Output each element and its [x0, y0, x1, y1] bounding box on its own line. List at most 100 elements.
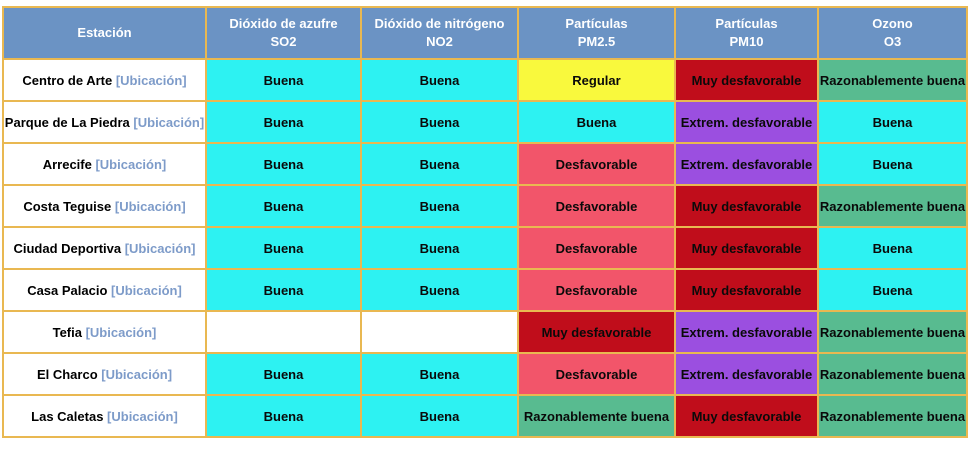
station-location-link[interactable]: [Ubicación] — [85, 324, 157, 340]
quality-cell: Desfavorable — [517, 268, 676, 312]
column-header-sublabel: NO2 — [426, 34, 453, 49]
station-location-link[interactable]: [Ubicación] — [101, 366, 173, 382]
table-body: Centro de Arte [Ubicación] Buena Buena Reg… — [2, 58, 968, 438]
station-cell: Arrecife [Ubicación] — [2, 142, 207, 186]
quality-cell: Buena — [205, 352, 362, 396]
quality-cell: Buena — [517, 100, 676, 144]
station-name: Casa Palacio — [27, 282, 112, 298]
quality-cell: Razonablemente buena — [817, 310, 968, 354]
table-row: Arrecife [Ubicación] Buena Buena Desfavora… — [2, 142, 968, 186]
station-name: El Charco — [36, 366, 102, 382]
quality-cell: Muy desfavorable — [674, 58, 819, 102]
station-cell: Ciudad Deportiva [Ubicación] — [2, 226, 207, 270]
column-header-no2: Dióxido de nitrógeno NO2 — [360, 6, 519, 60]
column-header-label: Dióxido de nitrógeno — [374, 16, 505, 32]
quality-cell: Buena — [817, 226, 968, 270]
column-header-station: Estación — [2, 6, 207, 60]
column-header-sublabel: O3 — [883, 34, 902, 49]
station-location-link[interactable]: [Ubicación] — [111, 282, 182, 298]
station-cell: Casa Palacio [Ubicación] — [2, 268, 207, 312]
station-cell: Tefia [Ubicación] — [2, 310, 207, 354]
table-header: Estación Dióxido de azufre SO2 Dióxido d… — [2, 6, 968, 60]
column-header-o3: Ozono O3 — [817, 6, 968, 60]
quality-cell: Buena — [360, 268, 519, 312]
table-row: Costa Teguise [Ubicación] Buena Buena Desf… — [2, 184, 968, 228]
quality-cell: Buena — [817, 142, 968, 186]
table-row: El Charco [Ubicación] Buena Buena Desfavor… — [2, 352, 968, 396]
table-row: Parque de La Piedra [Ubicación] Buena Bue… — [2, 100, 968, 144]
quality-cell: Extrem. desfavorable — [674, 142, 819, 186]
quality-cell: Buena — [205, 58, 362, 102]
column-header-sublabel: SO2 — [270, 34, 297, 49]
quality-cell: Buena — [360, 226, 519, 270]
column-header-sublabel: PM2.5 — [577, 34, 616, 49]
table-row: Tefia [Ubicación] Muy desfavorable Extrem… — [2, 310, 968, 354]
quality-cell: Buena — [817, 268, 968, 312]
quality-cell: Razonablemente buena — [817, 184, 968, 228]
station-cell: El Charco [Ubicación] — [2, 352, 207, 396]
station-name: Tefia — [52, 324, 86, 340]
station-name: Las Caletas — [31, 408, 108, 424]
station-name: Arrecife — [42, 156, 96, 172]
air-quality-table: Estación Dióxido de azufre SO2 Dióxido d… — [2, 6, 968, 438]
quality-cell: Razonablemente buena — [817, 352, 968, 396]
quality-cell: Desfavorable — [517, 184, 676, 228]
quality-cell: Razonablemente buena — [817, 58, 968, 102]
quality-cell: Muy desfavorable — [674, 226, 819, 270]
column-header-pm25: Partículas PM2.5 — [517, 6, 676, 60]
station-location-link[interactable]: [Ubicación] — [95, 156, 167, 172]
column-header-label: Partículas — [565, 16, 628, 32]
table-row: Las Caletas [Ubicación] Buena Buena Razona… — [2, 394, 968, 438]
table-row: Centro de Arte [Ubicación] Buena Buena Reg… — [2, 58, 968, 102]
quality-cell: Muy desfavorable — [674, 268, 819, 312]
column-header-pm10: Partículas PM10 — [674, 6, 819, 60]
column-header-so2: Dióxido de azufre SO2 — [205, 6, 362, 60]
quality-cell: Regular — [517, 58, 676, 102]
quality-cell: Desfavorable — [517, 142, 676, 186]
table-row: Ciudad Deportiva [Ubicación] Buena Buena D… — [2, 226, 968, 270]
quality-cell: Extrem. desfavorable — [674, 352, 819, 396]
station-name: Centro de Arte — [22, 72, 116, 88]
header-row: Estación Dióxido de azufre SO2 Dióxido d… — [2, 6, 968, 60]
station-location-link[interactable]: [Ubicación] — [115, 72, 187, 88]
quality-cell: Desfavorable — [517, 352, 676, 396]
quality-cell: Desfavorable — [517, 226, 676, 270]
column-header-label: Partículas — [715, 16, 778, 32]
quality-cell: Buena — [817, 100, 968, 144]
column-header-label: Dióxido de azufre — [229, 16, 338, 32]
quality-cell: Buena — [205, 142, 362, 186]
quality-cell: Muy desfavorable — [674, 394, 819, 438]
quality-cell: Buena — [205, 226, 362, 270]
station-location-link[interactable]: [Ubicación] — [133, 114, 205, 130]
quality-cell: Extrem. desfavorable — [674, 310, 819, 354]
column-header-label: Ozono — [872, 16, 913, 32]
quality-cell: Buena — [360, 352, 519, 396]
air-quality-table-container: Estación Dióxido de azufre SO2 Dióxido d… — [2, 6, 968, 438]
quality-cell: Buena — [205, 100, 362, 144]
station-cell: Centro de Arte [Ubicación] — [2, 58, 207, 102]
quality-cell: Muy desfavorable — [674, 184, 819, 228]
table-row: Casa Palacio [Ubicación] Buena Buena Desfa… — [2, 268, 968, 312]
station-name: Costa Teguise — [23, 198, 115, 214]
quality-cell: Buena — [360, 184, 519, 228]
quality-cell: Buena — [360, 100, 519, 144]
quality-cell: Razonablemente buena — [517, 394, 676, 438]
quality-cell: Buena — [360, 58, 519, 102]
quality-cell: Muy desfavorable — [517, 310, 676, 354]
station-cell: Costa Teguise [Ubicación] — [2, 184, 207, 228]
quality-cell-empty — [205, 310, 362, 354]
station-cell: Parque de La Piedra [Ubicación] — [2, 100, 207, 144]
quality-cell: Buena — [360, 142, 519, 186]
quality-cell: Buena — [360, 394, 519, 438]
station-location-link[interactable]: [Ubicación] — [124, 240, 196, 256]
quality-cell: Razonablemente buena — [817, 394, 968, 438]
station-name: Parque de La Piedra — [4, 114, 134, 130]
station-name: Ciudad Deportiva — [13, 240, 125, 256]
quality-cell: Buena — [205, 268, 362, 312]
quality-cell-empty — [360, 310, 519, 354]
station-location-link[interactable]: [Ubicación] — [107, 408, 178, 424]
station-location-link[interactable]: [Ubicación] — [114, 198, 186, 214]
quality-cell: Buena — [205, 184, 362, 228]
station-cell: Las Caletas [Ubicación] — [2, 394, 207, 438]
quality-cell: Buena — [205, 394, 362, 438]
